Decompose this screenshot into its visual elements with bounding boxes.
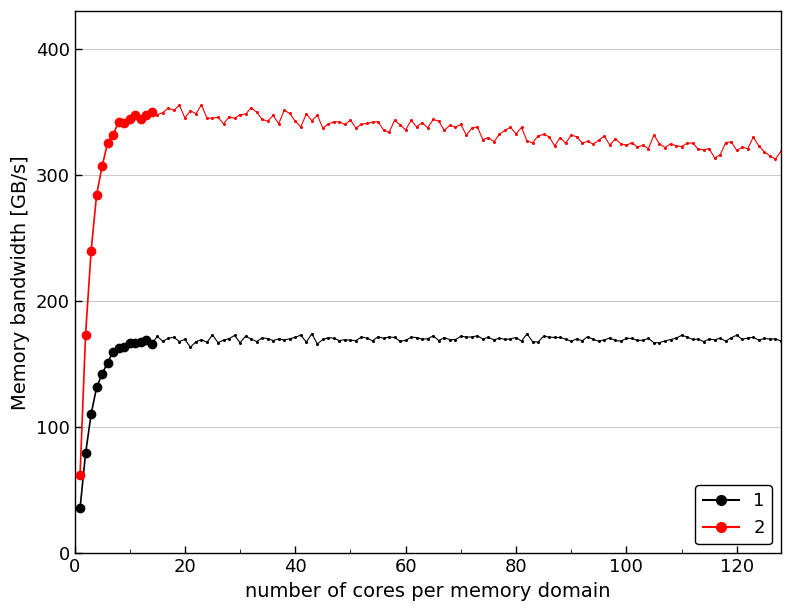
Y-axis label: Memory bandwidth [GB/s]: Memory bandwidth [GB/s]: [11, 155, 30, 409]
Legend: 1, 2: 1, 2: [695, 485, 772, 545]
X-axis label: number of cores per memory domain: number of cores per memory domain: [245, 582, 611, 601]
